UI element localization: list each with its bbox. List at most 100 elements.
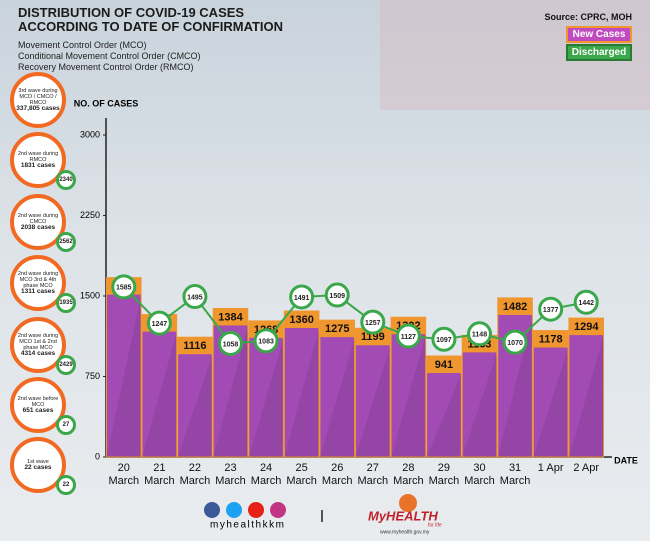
point [289, 284, 315, 310]
point-label: 1495 [187, 294, 203, 301]
value-label: 1482 [503, 301, 527, 313]
bar-cap [497, 297, 533, 315]
x-tick-label: 1 Apr [537, 462, 564, 474]
wave-discharged: 1935 [56, 293, 76, 313]
point [360, 309, 386, 335]
social-icons [204, 502, 286, 518]
point-label: 1097 [436, 337, 452, 344]
wave-label: 3rd wave during MCO / CMCO / RMCO [18, 88, 58, 106]
wave-discharged: 2562 [56, 232, 76, 252]
value-label: 1294 [574, 321, 599, 333]
bar [141, 314, 178, 458]
wave-label: 2nd wave during MCO 3rd & 4th phase MCO [17, 271, 59, 289]
bar [532, 330, 569, 458]
x-tick-label: 25 March [286, 462, 317, 487]
point-label: 1491 [294, 295, 310, 302]
bar [177, 336, 213, 458]
footer-handle: myhealthkkm [210, 520, 285, 531]
bar [461, 334, 498, 458]
point-label: 1083 [258, 339, 274, 346]
value-label: 1384 [218, 311, 243, 323]
x-tick-label: 22 March [179, 462, 211, 487]
wave-discharged: 2429 [56, 355, 76, 375]
bar-cap [355, 328, 391, 346]
point [324, 282, 350, 308]
point-label: 1148 [472, 332, 487, 339]
x-tick-label: 21 March [144, 462, 175, 487]
bar-cap [213, 308, 248, 326]
wave-cases: 2038 cases [20, 224, 56, 231]
bar-shade [106, 295, 142, 457]
x-tick-label: 28 March [393, 462, 424, 487]
bar-shade [355, 346, 391, 457]
bar-shade [213, 326, 248, 457]
point [538, 296, 564, 322]
bar-shade [248, 338, 284, 457]
bar-shade [533, 348, 568, 457]
wave-label: 2nd wave before MCO [17, 396, 59, 408]
point-label: 1070 [507, 340, 523, 347]
x-tick-label: 23 March [215, 462, 246, 487]
point [182, 284, 208, 310]
source: Source: CPRC, MOH [544, 12, 632, 22]
wave-bubble: 2nd wave during CMCO 2038 cases [10, 194, 66, 250]
legend-new-cases: New Cases [566, 26, 632, 43]
wave-cases: 651 cases [22, 407, 54, 414]
y-tick-label: 1500 [80, 290, 100, 300]
bar [568, 317, 605, 458]
point [431, 326, 457, 352]
wave-cases: 4314 cases [20, 350, 56, 357]
point [253, 328, 279, 354]
bar-cap [177, 337, 213, 355]
bar-shade [177, 355, 213, 457]
point-label: 1442 [578, 300, 594, 307]
value-label: 1275 [325, 323, 349, 335]
footer-url: www.myhealth.gov.my [380, 529, 430, 535]
bar-shade [284, 329, 319, 457]
wave-cases: 337,805 cases [16, 105, 60, 112]
wave-label: 2nd wave during MCO 1st & 2nd phase MCO [17, 333, 59, 351]
wave-label: 2nd wave during CMCO [17, 213, 59, 225]
point [573, 289, 599, 315]
bar-cap [284, 311, 319, 329]
value-label: 941 [435, 359, 453, 371]
point [502, 329, 528, 355]
x-tick-label: 2 Apr [573, 462, 600, 474]
value-label: 1116 [183, 340, 206, 352]
bar-shade [391, 335, 426, 457]
wave-discharged: 22 [56, 475, 76, 495]
legend-discharged: Discharged [566, 44, 632, 61]
title: DISTRIBUTION OF COVID-19 CASES ACCORDING… [18, 5, 284, 34]
y-tick-label: 2250 [80, 210, 100, 220]
wave-bubble: 3rd wave during MCO / CMCO / RMCO 337,805… [10, 72, 66, 128]
x-tick-label: 24 March [250, 462, 282, 487]
point [395, 323, 421, 349]
point-label: 1058 [223, 341, 239, 348]
y-tick-label: 0 [95, 451, 100, 461]
wave-bubble: 1st wave 22 cases [10, 437, 66, 493]
wave-label: 2nd wave during RMCO [17, 151, 59, 163]
x-tick-label: 29 March [428, 462, 460, 487]
bar-cap [533, 330, 568, 348]
point-label: 1257 [365, 320, 381, 327]
point-label: 1377 [543, 307, 559, 314]
bar-shade [142, 332, 177, 457]
logo-mark [399, 494, 417, 512]
footer-brand: MyHEALTH [368, 508, 438, 523]
bar-shade [426, 373, 462, 457]
point [218, 330, 243, 356]
x-tick-label: 20 March [108, 462, 140, 487]
y-tick-label: 3000 [80, 129, 100, 139]
x-tick-label: 31 March [499, 462, 531, 487]
wave-discharged: 2340 [56, 170, 76, 190]
wave-cases: 1831 cases [20, 162, 56, 169]
value-label: 1178 [539, 333, 563, 345]
bar-cap [319, 320, 355, 338]
subtitle: Recovery Movement Control Order (RMCO) [18, 62, 194, 72]
bar-shade [462, 353, 497, 457]
subtitle: Conditional Movement Control Order (CMCO… [18, 51, 201, 61]
value-label: 1360 [289, 314, 313, 326]
point-label: 1509 [329, 293, 345, 300]
bar [319, 319, 355, 458]
wave-label: 1st wave [27, 459, 49, 465]
